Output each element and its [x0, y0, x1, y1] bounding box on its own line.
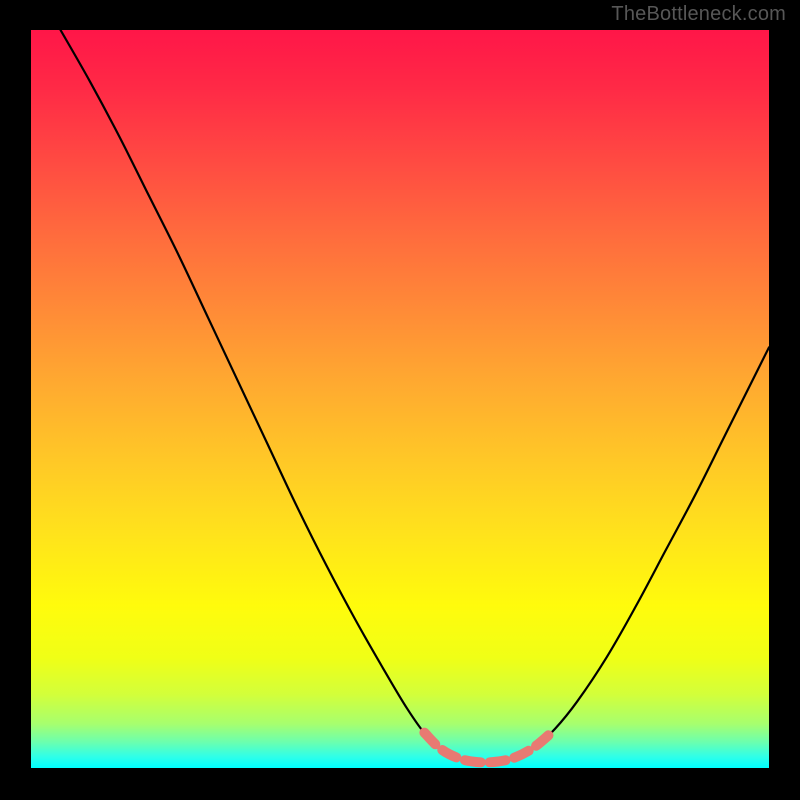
- plot-background: [31, 30, 769, 768]
- watermark-text: TheBottleneck.com: [611, 3, 786, 26]
- bottleneck-curve-chart: [0, 0, 800, 800]
- chart-container: TheBottleneck.com: [0, 0, 800, 800]
